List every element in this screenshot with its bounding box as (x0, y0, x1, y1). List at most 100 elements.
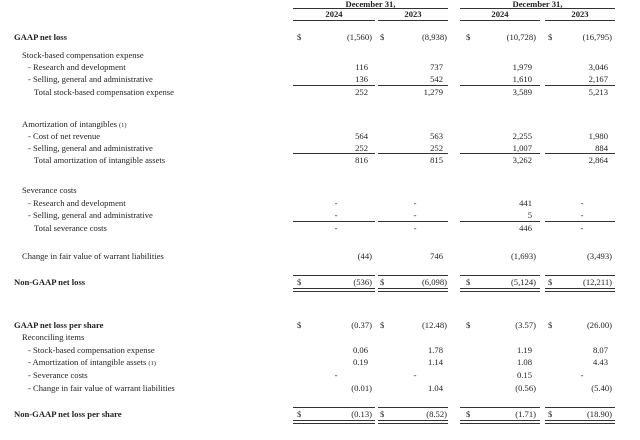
subtotal-rule (293, 407, 375, 408)
subtotal-rule (460, 407, 540, 408)
cell-value: 563 (430, 131, 443, 141)
cell-value: (0.13) (351, 409, 372, 419)
table-row: Total stock-based compensation expense 25… (0, 85, 640, 98)
row-label-text: - Amortization of intangible assets (28, 357, 147, 367)
header-rule (293, 8, 448, 9)
row-label-text: Total stock-based compensation expense (34, 87, 174, 97)
row-label: GAAP net loss per share (14, 319, 103, 331)
row-label: Change in fair value of warrant liabilit… (22, 250, 164, 262)
row-label: - Selling, general and administrative (28, 73, 153, 85)
cell-value: (1.71) (515, 409, 536, 419)
cell-value: 815 (430, 155, 443, 165)
cell-value: (3,493) (586, 251, 612, 261)
cell-value: 1.14 (427, 357, 443, 367)
cell-value: (536) (353, 277, 372, 287)
cell-value: - (580, 223, 584, 233)
row-label-text: Stock-based compensation expense (22, 50, 144, 60)
cell-value: (1,693) (510, 251, 536, 261)
cell-value: (44) (357, 251, 372, 261)
cell-value: 2,167 (588, 74, 608, 84)
double-underline (378, 420, 448, 424)
currency-symbol: $ (380, 320, 385, 330)
cell-value: 136 (355, 74, 368, 84)
row-label: - Selling, general and administrative (28, 209, 153, 221)
cell-value: 0.06 (352, 345, 368, 355)
cell-value: 1.78 (427, 345, 443, 355)
cell-value: - (580, 370, 584, 380)
currency-symbol: $ (466, 320, 471, 330)
table-row: Total severance costs - - 446 - (0, 221, 640, 234)
table-row: - Selling, general and administrative - - 5… (0, 209, 640, 221)
subtotal-rule (293, 85, 375, 86)
subtotal-rule (378, 153, 448, 154)
subtotal-rule (378, 85, 448, 86)
currency-symbol: $ (380, 277, 385, 287)
cell-value: 252 (355, 143, 368, 153)
cell-value: 3,046 (588, 62, 608, 72)
cell-value: (3.57) (515, 320, 536, 330)
cell-value: 252 (430, 143, 443, 153)
subtotal-rule (293, 221, 375, 222)
cell-value: (16,795) (582, 32, 612, 42)
cell-value: - (413, 223, 417, 233)
currency-symbol: $ (297, 409, 302, 419)
row-label-text: GAAP net loss (14, 32, 67, 42)
cell-value: 1,610 (512, 74, 532, 84)
cell-value: (26.00) (586, 320, 612, 330)
table-row: Severance costs (0, 184, 640, 196)
cell-value: 5 (527, 210, 532, 220)
cell-value: 1,979 (512, 62, 532, 72)
subtotal-rule (460, 275, 540, 276)
cell-value: 1,279 (423, 87, 443, 97)
row-label-text: Non-GAAP net loss per share (14, 409, 122, 419)
row-label-text: Change in fair value of warrant liabilit… (22, 251, 164, 261)
table-row: - Stock-based compensation expense 0.06 1.… (0, 344, 640, 356)
subtotal-rule (460, 85, 540, 86)
cell-value: 2,864 (588, 155, 608, 165)
cell-value: (0.56) (515, 383, 536, 393)
cell-value: - (413, 210, 417, 220)
cell-value: - (580, 210, 584, 220)
row-label-text: - Severance costs (28, 370, 88, 380)
column-header: 2024 (325, 9, 343, 19)
currency-symbol: $ (380, 32, 385, 42)
double-underline (545, 288, 615, 292)
cell-value: 816 (355, 155, 368, 165)
subtotal-rule (378, 407, 448, 408)
cell-value: (8,938) (421, 32, 447, 42)
row-label-text: Non-GAAP net loss (14, 277, 86, 287)
row-label-text: Reconciling items (22, 332, 85, 342)
cell-value: 737 (430, 62, 443, 72)
row-label: GAAP net loss (14, 31, 67, 43)
double-underline (378, 288, 448, 292)
cell-value: (5.40) (591, 383, 612, 393)
cell-value: - (413, 370, 417, 380)
cell-value: (8.52) (426, 409, 447, 419)
table-row: - Amortization of intangible assets (1) 0.… (0, 356, 640, 368)
subtotal-rule (293, 275, 375, 276)
table-row: - Research and development 116 737 1,979 3,0… (0, 61, 640, 73)
cell-value: 1,007 (512, 143, 532, 153)
currency-symbol: $ (297, 320, 302, 330)
row-label-text: - Stock-based compensation expense (28, 345, 155, 355)
row-label-text: - Selling, general and administrative (28, 143, 153, 153)
row-label: - Change in fair value of warrant liabil… (28, 382, 175, 394)
cell-value: 1,980 (588, 131, 608, 141)
row-label-text: - Selling, general and administrative (28, 210, 153, 220)
row-label: Total amortization of intangible assets (34, 154, 165, 166)
row-label: Reconciling items (22, 331, 84, 343)
row-label: Non-GAAP net loss (14, 276, 85, 288)
currency-symbol: $ (380, 409, 385, 419)
row-label-text: Amortization of intangibles (22, 119, 117, 129)
subtotal-rule (460, 221, 540, 222)
subtotal-rule (293, 153, 375, 154)
cell-value: 4.43 (592, 357, 608, 367)
cell-value: - (580, 198, 584, 208)
row-label: - Research and development (28, 197, 126, 209)
cell-value: - (334, 198, 338, 208)
double-underline (293, 288, 375, 292)
row-label-text: - Research and development (28, 198, 126, 208)
cell-value: 2,255 (512, 131, 532, 141)
cell-value: 884 (595, 143, 608, 153)
table-row: GAAP net loss $ (1,560) $ (8,938) $ (10,728) $ (… (0, 31, 640, 43)
